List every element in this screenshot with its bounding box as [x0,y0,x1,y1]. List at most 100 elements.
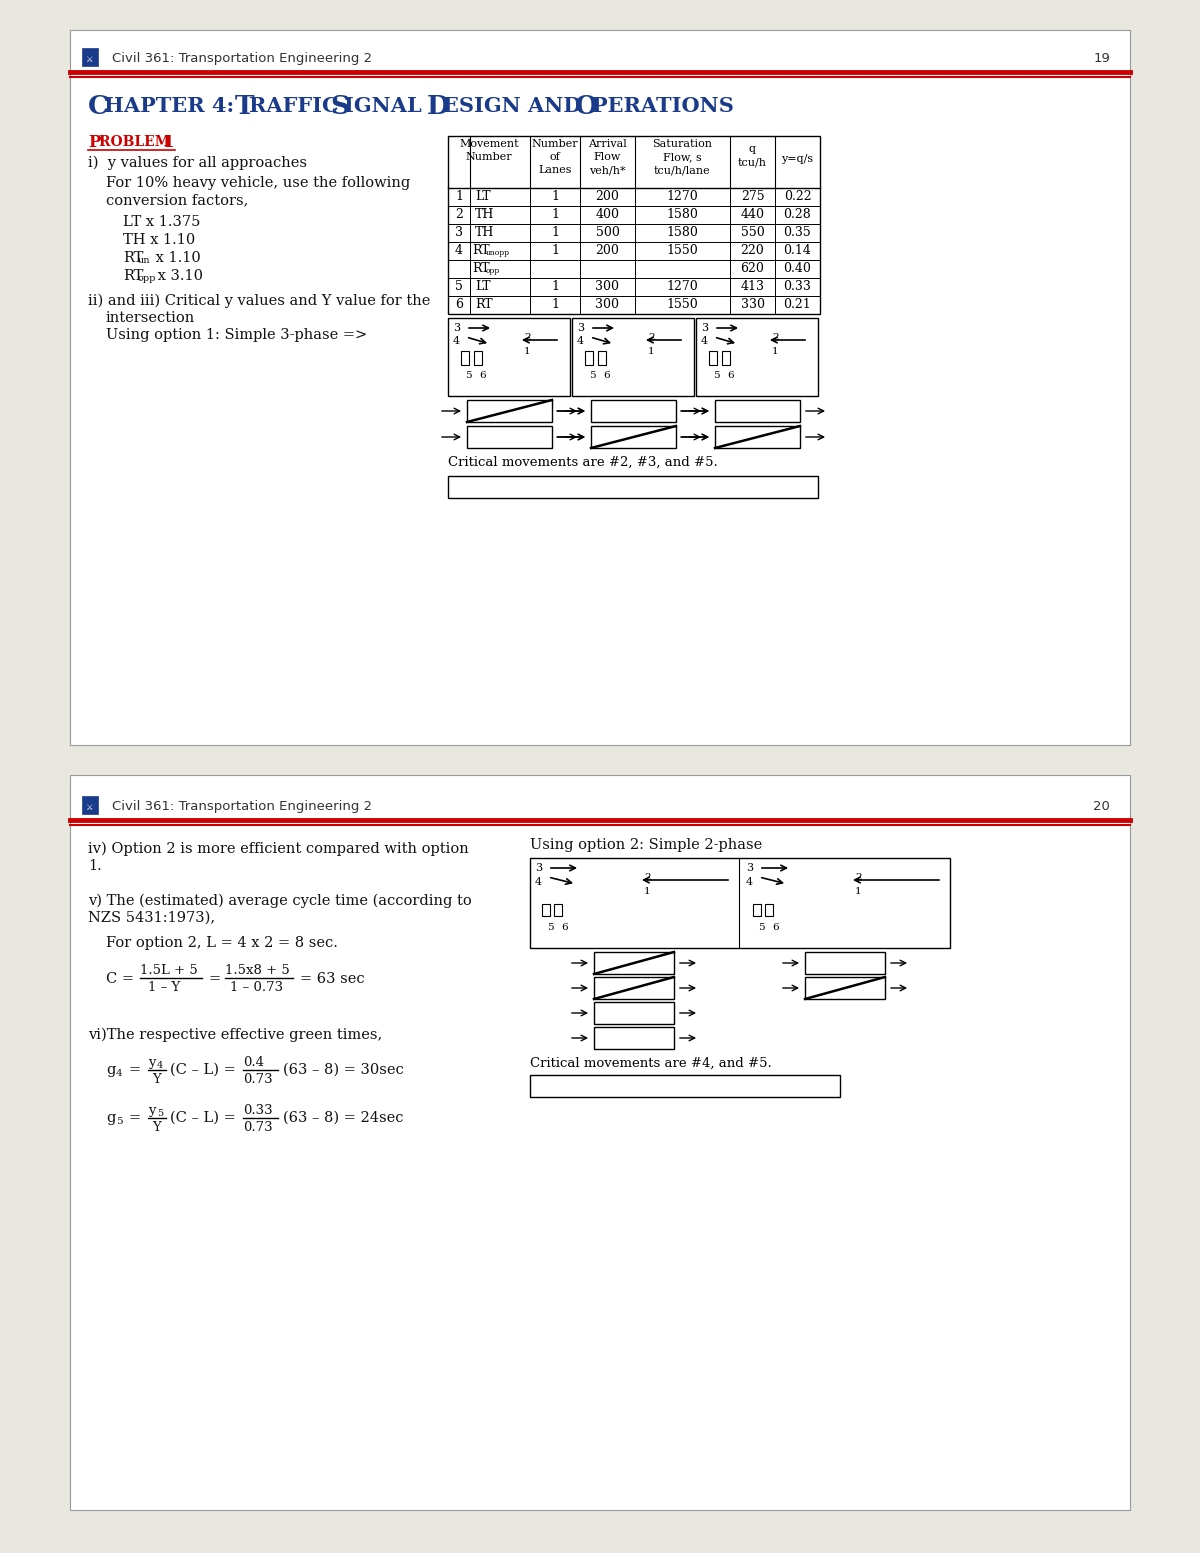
Text: 5: 5 [547,922,553,932]
Bar [542,904,550,916]
Bar [461,351,469,365]
Text: 4: 4 [455,244,463,256]
Text: ⚔: ⚔ [86,803,94,812]
Text: 1: 1 [551,244,559,256]
Text: Critical movements are #4, and #5.: Critical movements are #4, and #5. [530,1058,772,1070]
Text: 1270: 1270 [667,280,698,294]
Text: y₃=0.35: y₃=0.35 [607,402,659,416]
Text: 2: 2 [854,873,862,882]
Text: opp: opp [138,273,156,283]
Text: g: g [106,1062,115,1076]
Text: un: un [138,256,150,266]
Bar [448,137,820,314]
Text: y₆=0.21: y₆=0.21 [732,429,782,443]
Text: Civil 361: Transportation Engineering 2: Civil 361: Transportation Engineering 2 [112,51,372,65]
Text: 2: 2 [648,332,655,342]
Text: 0.28: 0.28 [784,208,811,221]
Text: TH: TH [475,208,494,221]
Text: 220: 220 [740,244,764,256]
Text: x 3.10: x 3.10 [154,269,203,283]
Text: 1: 1 [163,134,174,151]
Text: 0.33: 0.33 [784,280,811,294]
Text: y₂=0.28: y₂=0.28 [608,980,659,992]
Bar [696,318,818,396]
Bar [586,351,593,365]
Bar [530,857,950,947]
Text: y=q/s: y=q/s [781,154,814,165]
Text: 0.73: 0.73 [242,1073,272,1086]
Text: 1: 1 [648,346,655,356]
Text: 400: 400 [595,208,619,221]
Text: RT: RT [124,269,143,283]
Text: RT: RT [124,252,143,266]
Text: 6: 6 [480,371,486,380]
Text: Arrival
Flow
veh/h*: Arrival Flow veh/h* [588,140,626,175]
Text: iv) Option 2 is more efficient compared with option: iv) Option 2 is more efficient compared … [88,842,469,856]
Text: 1270: 1270 [667,189,698,203]
Text: 200: 200 [595,189,619,203]
Text: D: D [427,95,450,120]
Text: 1580: 1580 [666,208,698,221]
Text: 5: 5 [157,1109,163,1118]
Text: ROBLEM: ROBLEM [98,135,175,149]
Text: LT: LT [475,189,491,203]
Text: Critical movements are #2, #3, and #5.: Critical movements are #2, #3, and #5. [448,457,718,469]
Text: C: C [88,95,109,120]
Text: 5: 5 [116,1117,122,1126]
Text: Using option 2: Simple 2-phase: Using option 2: Simple 2-phase [530,839,762,853]
Text: vi)The respective effective green times,: vi)The respective effective green times, [88,1028,383,1042]
Text: O: O [575,95,598,120]
Text: 0.35: 0.35 [784,227,811,239]
Text: RT: RT [475,298,493,311]
Text: v) The (estimated) average cycle time (according to: v) The (estimated) average cycle time (a… [88,895,472,909]
Text: Saturation
Flow, s
tcu/h/lane: Saturation Flow, s tcu/h/lane [652,140,712,175]
Text: TH: TH [475,227,494,239]
Text: 1 – 0.73: 1 – 0.73 [230,981,283,994]
Text: 6: 6 [562,922,569,932]
Text: 550: 550 [740,227,764,239]
Bar [554,904,562,916]
Text: 5: 5 [455,280,463,294]
Text: 4: 4 [157,1061,163,1070]
Text: 3: 3 [455,227,463,239]
Bar [530,1075,840,1096]
Bar [467,401,552,422]
Text: 620: 620 [740,262,764,275]
Bar [722,351,730,365]
Text: For 10% heavy vehicle, use the following: For 10% heavy vehicle, use the following [106,175,410,189]
Text: NZS 5431:1973),: NZS 5431:1973), [88,912,215,926]
Text: 1: 1 [524,346,530,356]
Text: 6: 6 [727,371,734,380]
Text: 330: 330 [740,298,764,311]
Text: 300: 300 [595,280,619,294]
Text: conversion factors,: conversion factors, [106,193,248,207]
Text: 0.73: 0.73 [242,1121,272,1134]
Text: 440: 440 [740,208,764,221]
Text: RT: RT [472,244,490,256]
Text: Number
of
Lanes: Number of Lanes [532,140,578,175]
Text: 1: 1 [644,887,650,896]
Text: 3: 3 [535,863,542,873]
Text: y: y [148,1056,156,1068]
Text: 3: 3 [577,323,584,332]
Bar [594,977,674,999]
Bar [467,426,552,447]
Text: ESIGN AND: ESIGN AND [443,96,589,116]
Text: 1580: 1580 [666,227,698,239]
Text: 0.14: 0.14 [784,244,811,256]
Text: TH x 1.10: TH x 1.10 [124,233,196,247]
Bar [594,952,674,974]
Text: y₆=0.21: y₆=0.21 [820,980,870,992]
Text: y₁=0.22: y₁=0.22 [608,955,659,968]
Text: ii) and iii) Critical y values and Y value for the: ii) and iii) Critical y values and Y val… [88,294,431,309]
Text: 19: 19 [1093,51,1110,65]
Text: 200: 200 [595,244,619,256]
Text: 1.5L + 5: 1.5L + 5 [140,964,198,977]
Text: 5: 5 [713,371,719,380]
Text: 1.: 1. [88,859,102,873]
Text: =: = [128,1062,140,1076]
Text: y₁=0.22: y₁=0.22 [484,402,534,416]
Text: 3: 3 [746,863,754,873]
Text: i)  y values for all approaches: i) y values for all approaches [88,155,307,171]
Bar [448,318,570,396]
